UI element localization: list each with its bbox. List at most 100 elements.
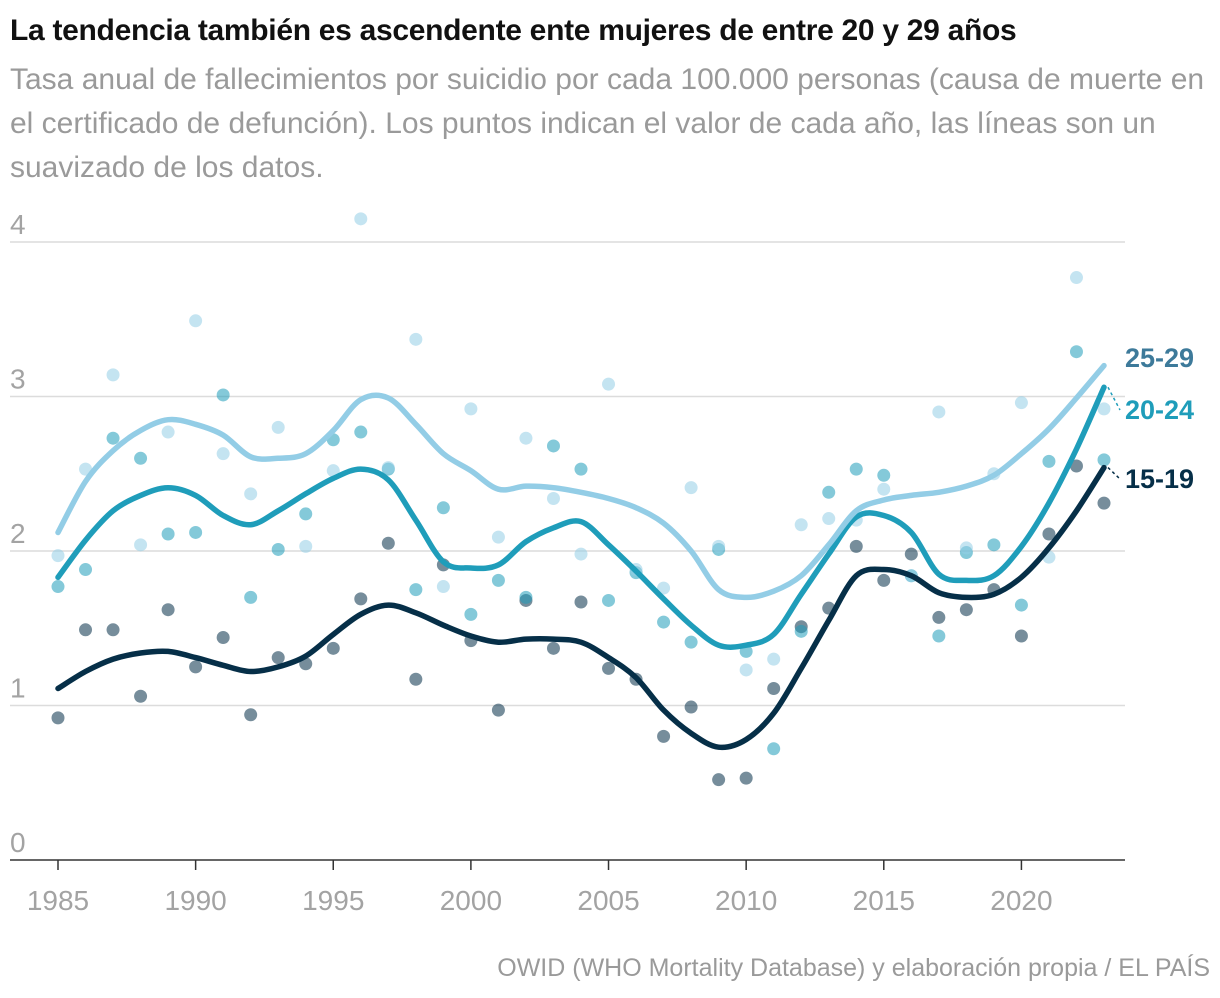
point-15-19-2014	[849, 539, 863, 553]
point-25-29-2004	[574, 547, 588, 561]
leader-15-19	[1107, 467, 1121, 480]
point-15-19-1992	[244, 708, 258, 722]
x-tick-label-2010: 2010	[715, 885, 777, 916]
point-15-19-2022	[1069, 459, 1083, 473]
point-20-24-2021	[1042, 454, 1056, 468]
point-25-29-1986	[79, 462, 93, 476]
x-tick-label-2005: 2005	[577, 885, 639, 916]
smoothed-lines	[55, 362, 1107, 751]
point-20-24-1985	[51, 580, 65, 594]
point-25-29-1992	[244, 487, 258, 501]
point-15-19-2010	[739, 771, 753, 785]
point-15-19-2018	[959, 603, 973, 617]
x-tick-label-2020: 2020	[990, 885, 1052, 916]
point-20-24-2015	[877, 468, 891, 482]
point-20-24-1990	[189, 525, 203, 539]
point-20-24-1999	[436, 501, 450, 515]
point-25-29-2012	[794, 518, 808, 532]
x-tick-label-2015: 2015	[853, 885, 915, 916]
point-20-24-2011	[767, 742, 781, 756]
y-tick-label-3: 3	[10, 364, 26, 395]
point-20-24-2020	[1014, 598, 1028, 612]
chart-subtitle: Tasa anual de fallecimientos por suicidi…	[10, 63, 1205, 184]
y-tick-label-2: 2	[10, 518, 26, 549]
label-20-24: 20-24	[1125, 395, 1194, 425]
y-tick-label-0: 0	[10, 827, 26, 858]
point-20-24-2004	[574, 462, 588, 476]
point-25-29-2013	[822, 512, 836, 526]
point-25-29-2011	[767, 652, 781, 666]
point-20-24-1987	[106, 431, 120, 445]
gridlines	[10, 241, 1125, 707]
point-25-29-2000	[464, 402, 478, 416]
point-20-24-1994	[299, 507, 313, 521]
point-20-24-1996	[354, 425, 368, 439]
point-25-29-1996	[354, 212, 368, 226]
y-axis-ticks: 0 1 2 3 4	[10, 209, 26, 858]
point-25-29-2007	[657, 581, 671, 595]
point-25-29-2023	[1097, 402, 1111, 416]
point-25-29-2018	[959, 541, 973, 555]
point-25-29-1990	[189, 314, 203, 328]
point-20-24-2022	[1069, 345, 1083, 359]
point-15-19-2017	[932, 610, 946, 624]
point-25-29-2010	[739, 663, 753, 677]
point-25-29-1985	[51, 549, 65, 563]
point-20-24-2001	[491, 573, 505, 587]
y-tick-label-4: 4	[10, 209, 26, 240]
point-15-19-1997	[381, 536, 395, 550]
point-25-29-1997	[381, 461, 395, 475]
point-15-19-1998	[409, 672, 423, 686]
point-25-29-2001	[491, 530, 505, 544]
point-25-29-2002	[519, 431, 533, 445]
point-15-19-1988	[134, 689, 148, 703]
point-25-29-1987	[106, 368, 120, 382]
point-15-19-1987	[106, 623, 120, 637]
point-25-29-2005	[602, 377, 616, 391]
point-20-24-2013	[822, 485, 836, 499]
point-20-24-2008	[684, 635, 698, 649]
source-note: OWID (WHO Mortality Database) y elaborac…	[497, 954, 1210, 982]
point-15-19-2021	[1042, 527, 1056, 541]
point-20-24-2017	[932, 629, 946, 643]
x-tick-label-1990: 1990	[164, 885, 226, 916]
point-25-29-2022	[1069, 271, 1083, 285]
chart-title: La tendencia también es ascendente ente …	[10, 14, 1017, 47]
point-25-29-2009	[712, 539, 726, 553]
point-15-19-2003	[546, 641, 560, 655]
point-20-24-1986	[79, 563, 93, 577]
point-20-24-2019	[987, 538, 1001, 552]
x-tick-label-1985: 1985	[27, 885, 89, 916]
label-15-19: 15-19	[1125, 464, 1194, 494]
point-20-24-2002	[519, 590, 533, 604]
point-15-19-2001	[491, 703, 505, 717]
point-20-24-1993	[271, 542, 285, 556]
point-20-24-2014	[849, 462, 863, 476]
x-tick-label-2000: 2000	[440, 885, 502, 916]
point-25-29-1993	[271, 420, 285, 434]
point-15-19-1986	[79, 623, 93, 637]
point-25-29-1999	[436, 580, 450, 594]
point-20-24-2005	[602, 593, 616, 607]
point-15-19-2011	[767, 682, 781, 696]
x-axis: 1985 1990 1995 2000 2005 2010 2015 2020	[10, 859, 1125, 916]
point-20-24-2012	[794, 624, 808, 638]
line-25-29	[55, 362, 1107, 601]
line-15-19	[55, 464, 1107, 751]
point-25-29-1988	[134, 538, 148, 552]
point-20-24-2023	[1097, 453, 1111, 467]
x-tick-label-1995: 1995	[302, 885, 364, 916]
point-15-19-2015	[877, 573, 891, 587]
point-20-24-2000	[464, 607, 478, 621]
point-15-19-2005	[602, 661, 616, 675]
point-15-19-2009	[712, 773, 726, 787]
series-labels: 25-29 20-24 15-19	[1107, 343, 1194, 494]
point-20-24-1991	[216, 388, 230, 402]
point-15-19-2023	[1097, 496, 1111, 510]
point-20-24-2003	[546, 439, 560, 453]
point-20-24-1989	[161, 527, 175, 541]
point-15-19-2020	[1014, 629, 1028, 643]
point-15-19-1985	[51, 711, 65, 725]
point-25-29-2008	[684, 481, 698, 495]
